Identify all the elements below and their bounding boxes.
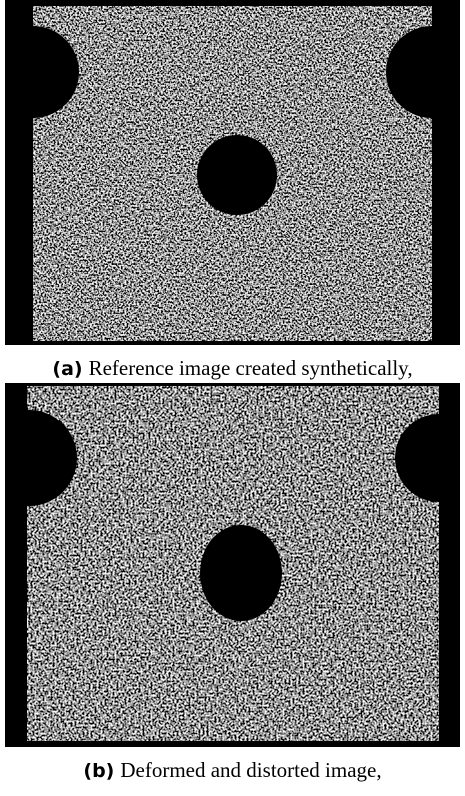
deformed-image (5, 383, 460, 747)
caption-text: Reference image created synthetically, (89, 356, 413, 380)
caption-label: (b) (83, 760, 114, 782)
caption-a: (a) Reference image created synthetically… (0, 356, 465, 381)
figure-page: (a) Reference image created synthetically… (0, 0, 465, 796)
center-hole (197, 135, 277, 215)
caption-b: (b) Deformed and distorted image, (0, 758, 465, 783)
caption-text: Deformed and distorted image, (120, 758, 381, 782)
caption-label: (a) (52, 358, 82, 380)
reference-image (5, 0, 460, 345)
center-hole (200, 525, 282, 621)
